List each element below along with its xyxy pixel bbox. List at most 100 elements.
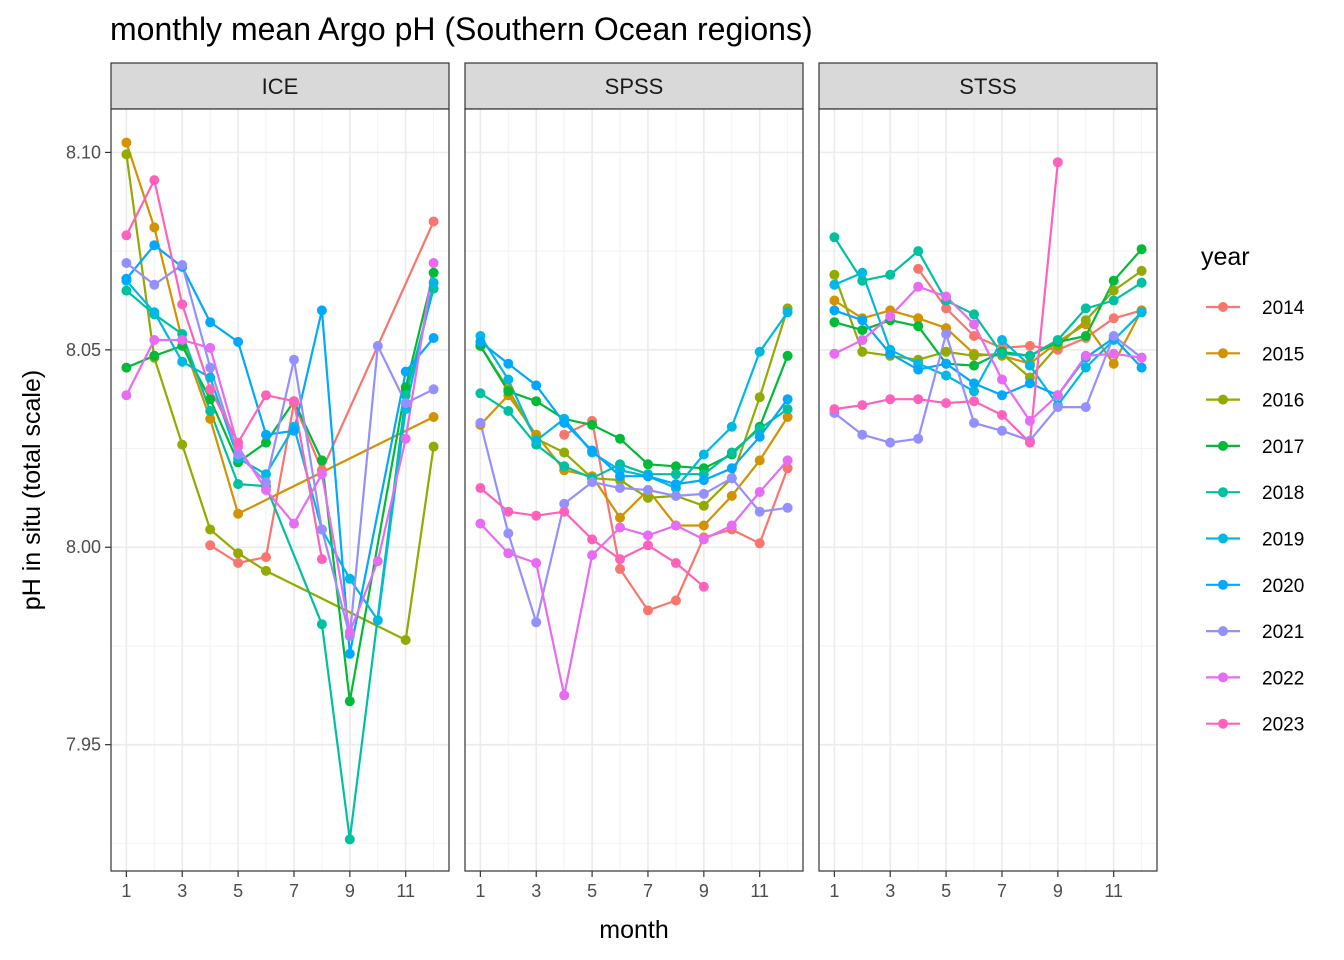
panel-background [819,109,1157,871]
data-point-2021 [941,329,952,339]
data-point-2021 [726,473,737,484]
data-point-2022 [475,518,486,529]
data-point-2017 [344,696,355,707]
data-point-2021 [670,490,681,501]
data-point-2022 [1052,390,1063,401]
data-point-2021 [121,258,132,268]
legend-item-2022: 2022 [1206,668,1304,689]
x-tick-label: 5 [587,881,597,901]
data-point-2021 [205,362,216,373]
legend-title: year [1201,243,1250,271]
data-point-2020 [587,445,598,456]
data-point-2023 [969,396,979,407]
data-point-2015 [698,520,709,531]
legend-item-2014: 2014 [1206,298,1305,319]
data-point-2021 [782,502,793,513]
data-point-2020 [782,394,793,405]
data-point-2022 [205,342,216,353]
data-point-2017 [428,267,439,278]
data-point-2023 [1024,437,1035,448]
data-point-2019 [177,356,188,367]
y-tick-label: 7.95 [66,735,101,755]
data-point-2022 [857,335,868,345]
data-point-2016 [261,565,271,576]
data-point-2023 [941,398,952,409]
data-point-2020 [829,305,840,316]
data-point-2018 [475,388,486,399]
data-point-2014 [941,303,952,314]
data-point-2023 [177,299,188,310]
data-point-2015 [782,412,793,422]
data-point-2016 [969,350,979,361]
data-point-2022 [885,311,896,322]
data-point-2017 [503,386,514,397]
data-point-2014 [1108,313,1119,324]
data-point-2015 [913,313,924,324]
data-point-2016 [177,439,188,450]
data-point-2018 [885,269,896,280]
data-point-2016 [829,269,840,280]
data-point-2019 [726,421,737,432]
series-line-2020 [479,341,789,486]
data-point-2019 [1024,360,1035,371]
data-point-2017 [969,360,979,371]
data-point-2017 [1080,331,1091,341]
data-point-2021 [997,425,1007,436]
data-point-2022 [829,348,840,359]
data-point-2014 [428,216,439,227]
data-point-2018 [969,309,979,320]
data-point-2020 [997,390,1007,401]
legend-label: 2019 [1262,530,1304,551]
data-point-2019 [1080,362,1091,373]
data-point-2021 [913,433,924,444]
data-point-2021 [503,528,514,539]
data-point-2017 [643,459,653,470]
data-point-2020 [475,336,486,347]
data-point-2019 [997,335,1007,345]
facet-label: SPSS [605,74,664,99]
data-point-2023 [121,230,132,241]
data-point-2017 [615,433,625,444]
data-point-2016 [400,635,411,645]
data-point-2018 [1108,295,1119,306]
x-tick-label: 7 [643,881,653,901]
data-point-2022 [1024,415,1035,426]
data-point-2023 [615,554,625,565]
data-point-2018 [829,232,840,243]
legend-key-point [1218,533,1228,544]
data-point-2019 [372,615,383,626]
data-point-2014 [754,538,765,549]
facet-label: ICE [262,74,299,99]
y-tick-label: 8.05 [66,340,101,360]
data-point-2018 [205,406,216,416]
data-point-2022 [913,281,924,292]
x-tick-label: 9 [699,881,709,901]
x-tick-label: 1 [829,881,839,901]
data-point-2017 [913,321,924,332]
data-point-2015 [233,508,244,519]
series-line-2019 [125,279,435,622]
data-point-2019 [205,372,216,383]
data-point-2017 [261,437,271,448]
data-point-2022 [997,374,1007,385]
data-point-2019 [698,449,709,460]
data-point-2019 [503,374,514,385]
data-point-2021 [289,354,299,365]
data-point-2020 [913,364,924,375]
data-point-2017 [149,350,160,361]
legend-label: 2020 [1262,576,1304,597]
x-tick-label: 11 [396,881,415,901]
legend-label: 2018 [1262,483,1304,504]
data-point-2022 [1108,348,1119,359]
data-point-2022 [969,319,979,330]
legend-item-2015: 2015 [1206,344,1304,365]
data-point-2022 [372,556,383,567]
data-point-2019 [782,307,793,318]
series-line-2014 [209,221,435,565]
data-point-2021 [233,449,244,460]
data-point-2020 [754,431,765,442]
data-point-2022 [289,518,299,529]
legend-key-point [1218,394,1228,405]
data-point-2014 [913,263,924,274]
